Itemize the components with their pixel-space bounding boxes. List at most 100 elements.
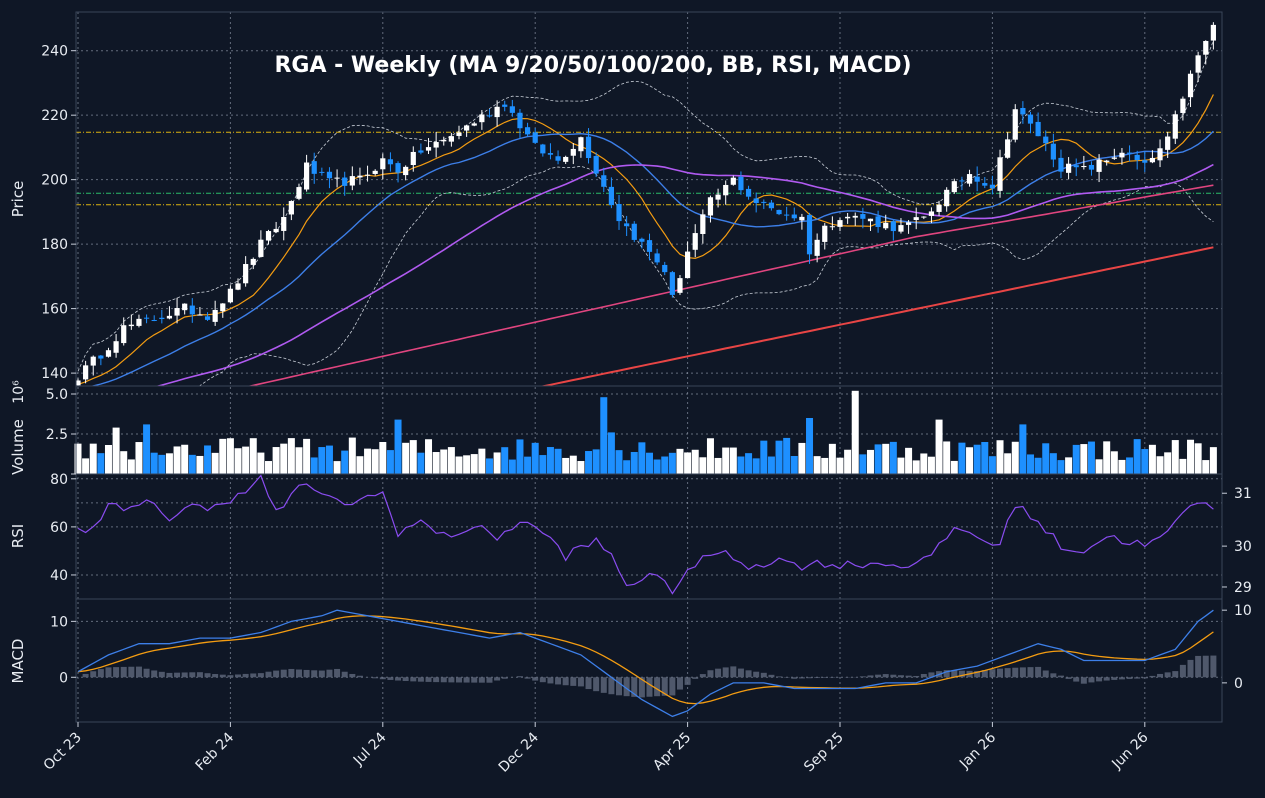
candle-body bbox=[456, 132, 462, 136]
macd-histogram-bar bbox=[1172, 671, 1179, 678]
volume-bar bbox=[798, 442, 806, 474]
candle-body bbox=[342, 177, 348, 186]
candle-body bbox=[685, 251, 691, 279]
macd-histogram-bar bbox=[265, 671, 272, 678]
macd-histogram-bar bbox=[859, 676, 866, 678]
volume-bar bbox=[722, 447, 730, 474]
volume-bar bbox=[554, 448, 562, 474]
macd-histogram-bar bbox=[326, 669, 333, 678]
macd-signal-line bbox=[77, 615, 1214, 705]
volume-bar bbox=[958, 442, 966, 474]
candle-body bbox=[311, 161, 317, 174]
rsi-right-tick-label: 29 bbox=[1234, 580, 1252, 596]
macd-histogram-bar bbox=[1073, 677, 1080, 682]
volume-bar bbox=[432, 452, 440, 474]
macd-histogram-bar bbox=[616, 677, 623, 696]
volume-bar bbox=[1202, 460, 1210, 474]
candle-body bbox=[281, 217, 287, 231]
volume-bar bbox=[745, 453, 753, 474]
volume-bar bbox=[1118, 459, 1126, 474]
macd-histogram-bar bbox=[82, 673, 89, 678]
volume-bar bbox=[1011, 441, 1019, 474]
macd-histogram-bar bbox=[951, 670, 958, 678]
macd-histogram-bar bbox=[478, 677, 485, 683]
macd-histogram-bar bbox=[395, 677, 402, 681]
candle-body bbox=[1172, 114, 1178, 139]
rsi-right-tick-label: 31 bbox=[1234, 486, 1252, 502]
macd-histogram-bar bbox=[311, 670, 318, 678]
candle-body bbox=[966, 174, 973, 184]
candlesticks bbox=[76, 22, 1216, 386]
candle-body bbox=[410, 151, 416, 165]
volume-bar bbox=[1187, 439, 1195, 474]
chart-title: RGA - Weekly (MA 9/20/50/100/200, BB, RS… bbox=[274, 53, 911, 78]
candle-body bbox=[791, 214, 797, 219]
candle-body bbox=[151, 319, 157, 321]
macd-histogram-bar bbox=[1004, 668, 1011, 678]
macd-histogram-bar bbox=[562, 677, 569, 686]
candle-body bbox=[204, 316, 211, 320]
volume-bar bbox=[356, 456, 364, 474]
candle-body bbox=[875, 216, 881, 227]
candle-body bbox=[76, 380, 81, 386]
candle-body bbox=[212, 309, 218, 322]
candle-body bbox=[1035, 121, 1041, 137]
volume-bar bbox=[1209, 447, 1217, 474]
macd-histogram-bar bbox=[890, 674, 897, 678]
rsi-tick-label: 40 bbox=[50, 568, 68, 584]
macd-histogram-bar bbox=[318, 670, 325, 678]
macd-histogram-bar bbox=[1096, 677, 1103, 682]
macd-histogram-bar bbox=[227, 675, 234, 678]
macd-tick-label: 10 bbox=[50, 614, 68, 630]
volume-bar bbox=[737, 456, 745, 474]
macd-histogram-bar bbox=[570, 677, 577, 686]
macd-histogram-bar bbox=[425, 677, 432, 682]
volume-bar bbox=[257, 452, 265, 474]
macd-histogram-bar bbox=[684, 677, 691, 685]
volume-bar bbox=[417, 452, 425, 474]
candle-body bbox=[113, 341, 119, 353]
candle-body bbox=[936, 204, 942, 212]
candle-body bbox=[860, 214, 866, 219]
candle-body bbox=[159, 317, 165, 320]
volume-tick-label: 5.0 bbox=[46, 387, 68, 403]
volume-bar bbox=[859, 454, 867, 474]
macd-histogram-bar bbox=[692, 677, 699, 679]
candle-body bbox=[334, 177, 340, 179]
volume-bar bbox=[341, 450, 349, 474]
macd-histogram-bar bbox=[715, 668, 722, 678]
candle-body bbox=[121, 325, 127, 344]
volume-bar bbox=[569, 455, 577, 474]
candle-body bbox=[540, 144, 546, 154]
macd-histogram-bar bbox=[676, 677, 683, 690]
volume-bar bbox=[684, 452, 692, 474]
macd-histogram-bar bbox=[707, 670, 714, 678]
candle-body bbox=[784, 214, 790, 216]
candle-body bbox=[959, 180, 965, 182]
candle-body bbox=[395, 163, 401, 173]
volume-bar bbox=[127, 459, 135, 474]
macd-histogram-bar bbox=[699, 674, 706, 678]
candle-body bbox=[1027, 114, 1034, 124]
macd-histogram-bar bbox=[1157, 673, 1164, 678]
candle-body bbox=[974, 176, 980, 182]
macd-histogram-bar bbox=[1141, 677, 1148, 679]
macd-histogram-bar bbox=[1103, 677, 1110, 681]
volume-bar bbox=[1156, 456, 1164, 474]
candle-body bbox=[448, 136, 454, 142]
macd-histogram-bar bbox=[334, 668, 341, 678]
price-axis-label: Price bbox=[9, 181, 27, 218]
macd-histogram-bar bbox=[372, 677, 379, 679]
volume-bar bbox=[897, 457, 905, 474]
candle-body bbox=[1005, 139, 1011, 158]
macd-histogram-bar bbox=[555, 677, 562, 685]
candle-body bbox=[349, 176, 355, 186]
macd-right-tick-label: 0 bbox=[1234, 676, 1243, 692]
macd-histogram-bar bbox=[737, 668, 744, 678]
macd-histogram-bar bbox=[440, 677, 447, 683]
candle-body bbox=[1012, 109, 1018, 140]
volume-bar bbox=[851, 390, 859, 474]
candle-body bbox=[1126, 152, 1133, 154]
macd-histogram-bar bbox=[1050, 673, 1057, 678]
macd-histogram-bar bbox=[1164, 672, 1171, 678]
